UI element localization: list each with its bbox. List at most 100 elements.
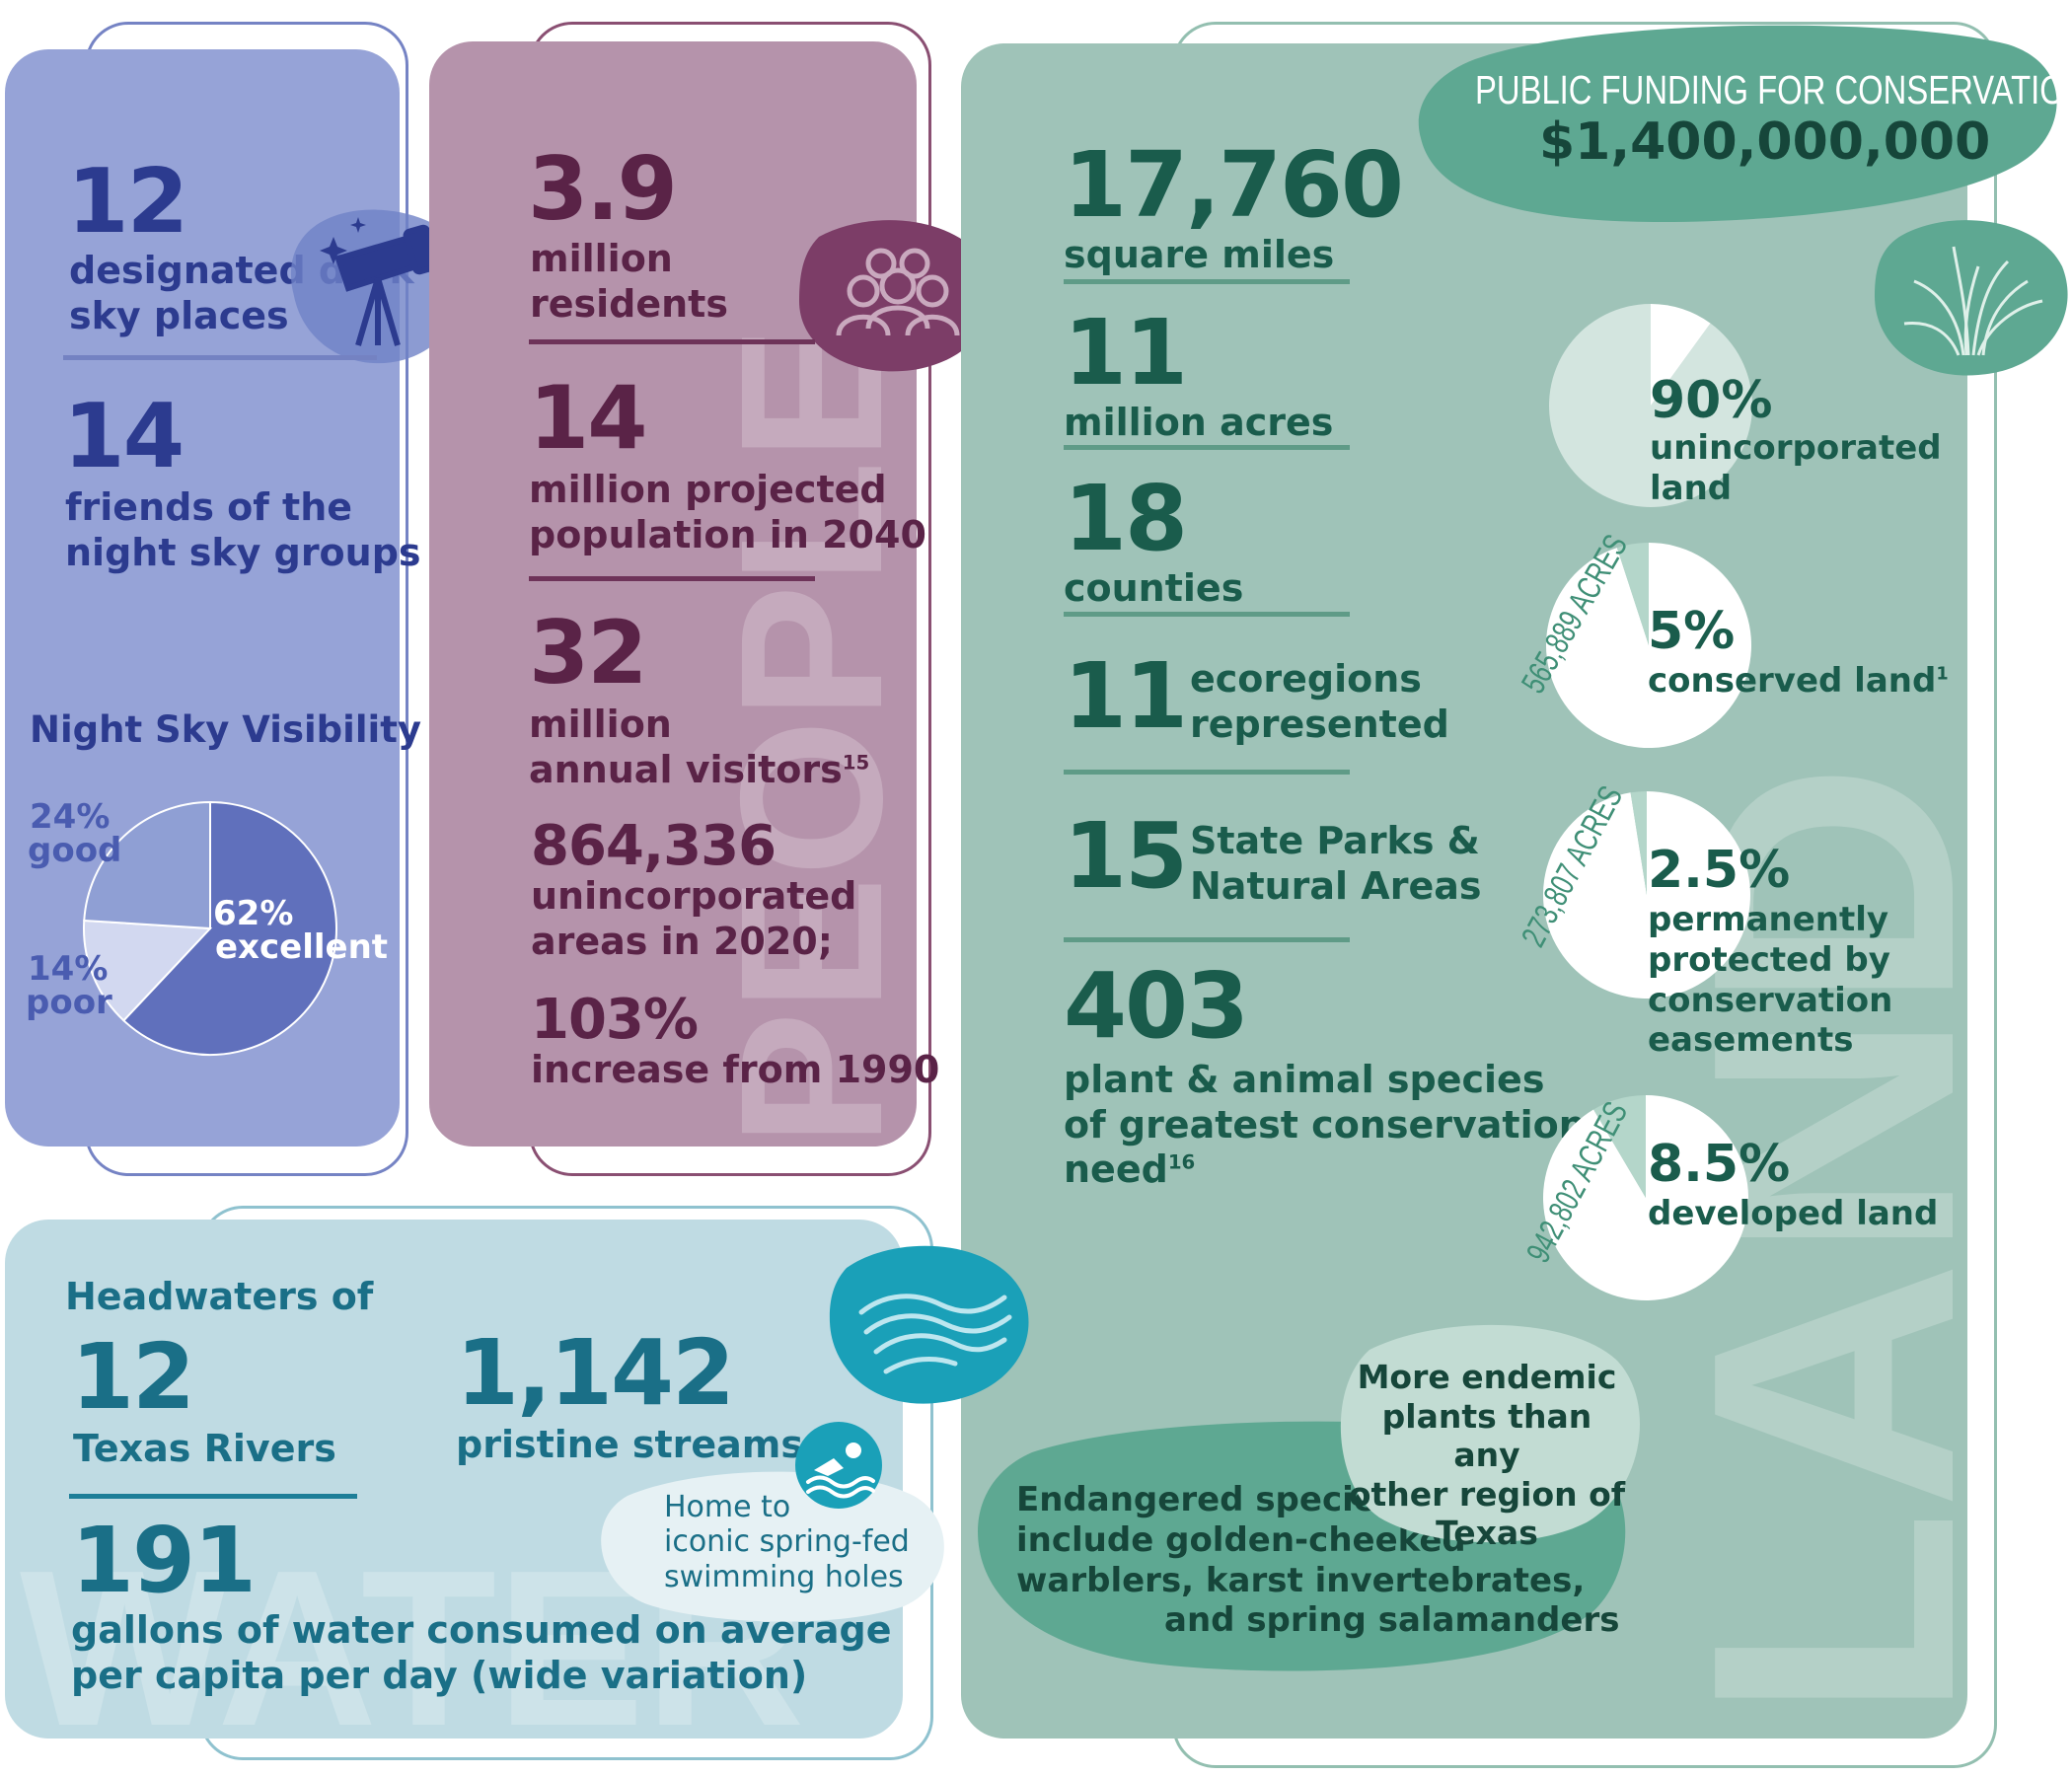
people-stat-visitors-label: million annual visitors15 [529, 703, 869, 792]
funding-blob [1416, 20, 2072, 232]
people-stat-projected-label-line1: million projected [529, 468, 887, 511]
land-stat-acres-label: million acres [1064, 401, 1334, 444]
sky-stat-groups-value: 14 [63, 385, 185, 488]
funding-value: $1,400,000,000 [1539, 112, 1991, 172]
endangered-text: Endangered species include golden-cheeke… [1016, 1480, 1619, 1641]
land-stat-sqmi-value: 17,760 [1064, 132, 1404, 238]
land-stat-counties-label: counties [1064, 566, 1244, 610]
endemic-text-line3: other region of [1348, 1474, 1626, 1514]
sky-stat-groups-label-line2: night sky groups [65, 530, 421, 574]
swimming-holes-text-line2: iconic spring-fed [664, 1524, 910, 1560]
land-pie-easements-label-line4: easements [1648, 1020, 1854, 1061]
land-pie-conserved-pct: 5% [1648, 602, 1736, 661]
land-stat-ecoregions-label: ecoregions represented [1190, 657, 1449, 747]
water-headwaters-label: Headwaters of [65, 1275, 374, 1318]
land-pie-unincorporated-label: unincorporated land [1650, 428, 1942, 509]
endemic-blob [1330, 1320, 1646, 1545]
sky-excellent-label: excellent [215, 927, 389, 967]
land-stat-species-label-line3: need16 [1064, 1147, 1586, 1193]
sky-visibility-pie [79, 797, 341, 1060]
land-stat-species-label: plant & animal species of greatest conse… [1064, 1058, 1586, 1193]
sky-good-pct: 24% [30, 797, 111, 837]
endemic-text-line4: Texas [1436, 1514, 1538, 1553]
people-stat-unincorporated-label-line2: areas in 2020; [531, 919, 833, 963]
people-rule-1 [529, 339, 815, 344]
endangered-text-line4: and spring salamanders [1164, 1600, 1620, 1641]
people-stat-increase-value: 103% [531, 988, 699, 1052]
swimming-holes-text: Home to iconic spring-fed swimming holes [664, 1490, 910, 1594]
land-pie-conserved-label: conserved land1 [1648, 661, 1949, 702]
people-stat-projected-label-line2: population in 2040 [529, 512, 926, 556]
land-pie-easements-label-line2: protected by [1648, 939, 1890, 980]
sky-pie-slice-excellent [121, 800, 337, 1056]
land-pie-easements-pct: 2.5% [1648, 841, 1791, 900]
people-stat-residents-label-line2: residents [530, 281, 728, 326]
people-stat-residents-label-line1: million [530, 237, 673, 280]
water-stat-gallons-label: gallons of water consumed on average per… [71, 1608, 892, 1698]
endangered-text-line3: warblers, karst invertebrates, [1016, 1560, 1586, 1600]
land-stat-ecoregions-label-line1: ecoregions [1190, 657, 1422, 701]
land-pie-developed [1541, 1093, 1750, 1302]
people-rule-2 [529, 576, 815, 581]
land-pie-easements-label-line3: conservation [1648, 980, 1893, 1020]
endemic-text: More endemic plants than any other regio… [1344, 1358, 1630, 1553]
land-pie-unincorporated [1547, 302, 1754, 509]
land-rule-5 [1064, 937, 1350, 942]
sky-watermark: SKY [5, 129, 63, 799]
sky-pie-slice-poor [83, 919, 213, 1022]
land-pie-unincorporated-label-line1: unincorporated [1650, 428, 1942, 468]
land-rule-3 [1064, 612, 1350, 617]
land-pie-conserved-footnote: 1 [1936, 664, 1949, 685]
water-stat-streams-label: pristine streams [456, 1423, 803, 1466]
sky-excellent-pct: 62% [213, 894, 294, 933]
swimming-holes-text-line1: Home to [664, 1490, 791, 1524]
people-stat-projected-label: million projected population in 2040 [529, 468, 926, 557]
water-stat-rivers-label: Texas Rivers [73, 1427, 336, 1470]
land-stat-sqmi-label: square miles [1064, 233, 1335, 276]
land-stat-species-label-line2: of greatest conservation [1064, 1102, 1586, 1147]
land-stat-ecoregions-label-line2: represented [1190, 702, 1449, 746]
land-stat-parks-value: 15 [1064, 803, 1188, 909]
grass-icon [1870, 207, 2072, 380]
endangered-text-line2: include golden-cheeked [1016, 1519, 1466, 1560]
land-stat-species-text: need [1064, 1147, 1168, 1192]
sky-stat-groups-label: friends of the night sky groups [65, 485, 421, 575]
people-group-icon [794, 212, 997, 375]
sky-poor-pct: 14% [28, 949, 109, 989]
land-stat-species-label-line1: plant & animal species [1064, 1058, 1545, 1101]
land-stat-parks-label-line2: Natural Areas [1190, 863, 1482, 908]
land-rule-4 [1064, 770, 1350, 775]
people-stat-increase-label: increase from 1990 [531, 1048, 940, 1091]
sky-stat-groups-label-line1: friends of the [65, 485, 353, 529]
swimming-holes-text-line3: swimming holes [664, 1559, 904, 1594]
land-pie-easements-label: permanently protected by conservation ea… [1648, 900, 1892, 1061]
land-rule-1 [1064, 279, 1350, 284]
land-pie-conserved [1544, 541, 1753, 750]
sky-stat-dark-places-value: 12 [67, 150, 188, 254]
endemic-text-line2: plants than any [1381, 1396, 1592, 1475]
people-stat-unincorporated-value: 864,336 [531, 814, 777, 878]
land-pie-unincorporated-label-line2: land [1650, 468, 1733, 508]
people-stat-unincorporated-label: unincorporated areas in 2020; [531, 874, 856, 964]
people-panel: PEOPLE [429, 41, 917, 1147]
people-stat-visitors-label-line2: annual visitors15 [529, 748, 869, 793]
water-stat-gallons-label-line2: per capita per day (wide variation) [71, 1653, 808, 1697]
land-stat-species-value: 403 [1064, 953, 1249, 1059]
sky-stat-dark-places-label-line2: sky places [69, 293, 289, 337]
land-pie-conserved-text: conserved land [1648, 661, 1937, 701]
sky-rule-1 [63, 355, 377, 360]
land-stat-ecoregions-value: 11 [1064, 643, 1188, 749]
land-pie-developed-label: developed land [1648, 1194, 1939, 1233]
land-pie-easements-label-line1: permanently [1648, 900, 1889, 939]
water-stat-rivers-value: 12 [71, 1324, 195, 1430]
land-pie-developed-slice-major [1593, 1095, 1646, 1198]
sky-good-label: good [28, 831, 122, 870]
land-stat-parks-label: State Parks & Natural Areas [1190, 819, 1481, 909]
funding-title: PUBLIC FUNDING FOR CONSERVATION [1475, 67, 2072, 112]
water-rule-1 [69, 1494, 357, 1499]
sky-pie-slice-good [83, 800, 211, 930]
land-pie-developed-pct: 8.5% [1648, 1135, 1791, 1194]
people-stat-visitors-label-line1: million [529, 703, 672, 746]
land-stat-species-footnote: 16 [1167, 1150, 1196, 1174]
people-stat-visitors-value: 32 [529, 602, 647, 703]
